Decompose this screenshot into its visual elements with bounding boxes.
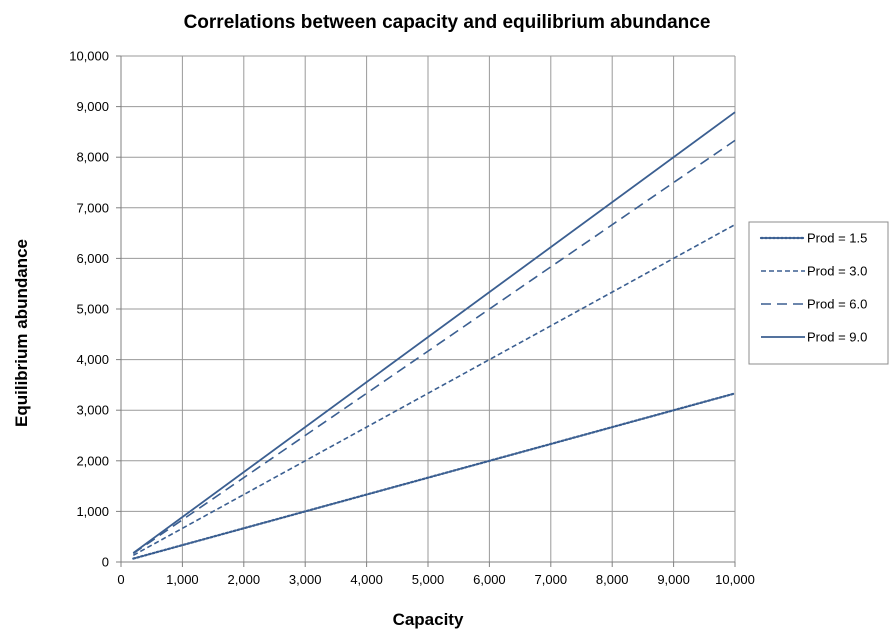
y-tick-label: 6,000 [76,251,109,266]
series-line-1 [132,392,737,560]
legend-box [748,221,889,365]
x-tick-label: 8,000 [596,572,629,587]
x-tick-label: 6,000 [473,572,506,587]
y-tick-label: 1,000 [76,504,109,519]
y-tick-label: 9,000 [76,99,109,114]
y-axis-title: Equilibrium abundance [12,239,31,427]
x-tick-label: 1,000 [166,572,199,587]
y-tick-label: 5,000 [76,302,109,317]
y-tick-label: 0 [102,555,109,570]
y-tick-label: 4,000 [76,352,109,367]
series-lines [132,111,737,560]
x-tick-label: 0 [117,572,124,587]
x-axis-title: Capacity [393,610,464,629]
series-line-2 [132,223,736,557]
legend-label-2: Prod = 3.0 [807,264,867,279]
y-tick-label: 7,000 [76,200,109,215]
x-tick-label: 3,000 [289,572,322,587]
axes [116,55,736,567]
legend-label-3: Prod = 6.0 [807,297,867,312]
legend: Prod = 1.5 Prod = 3.0 Prod = 6.0 Prod = 9.0 [748,221,889,365]
y-tick-label: 3,000 [76,403,109,418]
legend-label-1: Prod = 1.5 [807,231,867,246]
y-tick-label: 10,000 [69,49,109,64]
chart-title: Correlations between capacity and equili… [184,12,711,33]
legend-label-4: Prod = 9.0 [807,330,867,345]
y-tick-label: 8,000 [76,150,109,165]
x-tick-label: 7,000 [535,572,568,587]
x-tick-label: 9,000 [657,572,690,587]
series-line-4 [132,111,736,554]
x-tick-label: 2,000 [228,572,261,587]
grid [120,55,736,563]
y-tick-label: 2,000 [76,453,109,468]
series-line-3 [132,139,736,555]
tick-labels: 0 1,000 2,000 3,000 4,000 5,000 6,000 7,000 8,00… [69,49,755,588]
x-tick-label: 5,000 [412,572,445,587]
x-tick-label: 4,000 [350,572,383,587]
x-tick-label: 10,000 [715,572,755,587]
